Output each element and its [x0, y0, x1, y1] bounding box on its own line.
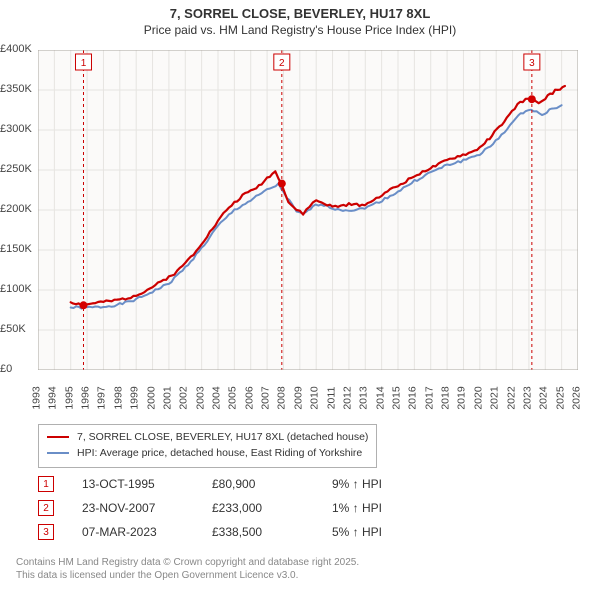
y-tick-label: £100K [0, 283, 34, 295]
x-tick-label: 1996 [80, 386, 92, 409]
x-tick-label: 2025 [554, 386, 566, 409]
x-tick-label: 2007 [260, 386, 272, 409]
table-row: 3 07-MAR-2023 £338,500 5% ↑ HPI [38, 520, 432, 544]
x-tick-label: 2020 [472, 386, 484, 409]
attribution-line: Contains HM Land Registry data © Crown c… [16, 556, 359, 569]
y-axis-labels: £0£50K£100K£150K£200K£250K£300K£350K£400… [0, 50, 38, 370]
title-address: 7, SORREL CLOSE, BEVERLEY, HU17 8XL [0, 6, 600, 21]
sale-delta: 5% ↑ HPI [332, 525, 432, 539]
attribution-line: This data is licensed under the Open Gov… [16, 569, 359, 582]
legend-label: HPI: Average price, detached house, East… [77, 445, 362, 461]
x-tick-label: 2012 [342, 386, 354, 409]
x-tick-label: 1999 [129, 386, 141, 409]
x-tick-label: 2001 [162, 386, 174, 409]
sale-delta: 1% ↑ HPI [332, 501, 432, 515]
table-row: 2 23-NOV-2007 £233,000 1% ↑ HPI [38, 496, 432, 520]
y-tick-label: £350K [0, 83, 34, 95]
y-tick-label: £150K [0, 243, 34, 255]
sale-price: £338,500 [212, 525, 332, 539]
sale-price: £233,000 [212, 501, 332, 515]
y-tick-label: £0 [0, 363, 34, 375]
sale-index-box: 2 [38, 500, 54, 516]
title-block: 7, SORREL CLOSE, BEVERLEY, HU17 8XL Pric… [0, 0, 600, 37]
x-tick-label: 1998 [112, 386, 124, 409]
y-tick-label: £50K [0, 323, 34, 335]
x-tick-label: 2014 [374, 386, 386, 409]
sale-date: 13-OCT-1995 [82, 477, 212, 491]
x-tick-label: 2017 [423, 386, 435, 409]
x-tick-label: 2006 [243, 386, 255, 409]
x-tick-label: 2016 [407, 386, 419, 409]
sale-index-box: 1 [38, 476, 54, 492]
x-tick-label: 2018 [440, 386, 452, 409]
x-tick-label: 2002 [178, 386, 190, 409]
x-tick-label: 2019 [456, 386, 468, 409]
x-tick-label: 1994 [47, 386, 59, 409]
legend-swatch [47, 436, 69, 438]
sale-price: £80,900 [212, 477, 332, 491]
sales-table: 1 13-OCT-1995 £80,900 9% ↑ HPI 2 23-NOV-… [38, 472, 432, 544]
legend-item: 7, SORREL CLOSE, BEVERLEY, HU17 8XL (det… [47, 429, 368, 445]
title-subtitle: Price paid vs. HM Land Registry's House … [0, 23, 600, 37]
x-tick-label: 2009 [292, 386, 304, 409]
x-tick-label: 2008 [276, 386, 288, 409]
x-tick-label: 2021 [489, 386, 501, 409]
legend: 7, SORREL CLOSE, BEVERLEY, HU17 8XL (det… [38, 424, 377, 468]
x-tick-label: 2015 [391, 386, 403, 409]
x-tick-label: 2000 [145, 386, 157, 409]
legend-item: HPI: Average price, detached house, East… [47, 445, 368, 461]
x-tick-label: 1993 [31, 386, 43, 409]
legend-swatch [47, 452, 69, 454]
svg-text:3: 3 [529, 58, 535, 69]
y-tick-label: £250K [0, 163, 34, 175]
line-chart: 1 2 3 [38, 50, 578, 370]
x-tick-label: 2005 [227, 386, 239, 409]
x-tick-label: 2003 [194, 386, 206, 409]
x-tick-label: 2004 [211, 386, 223, 409]
y-tick-label: £200K [0, 203, 34, 215]
svg-text:2: 2 [279, 58, 285, 69]
svg-text:1: 1 [81, 58, 87, 69]
x-tick-label: 2024 [538, 386, 550, 409]
x-tick-label: 2010 [309, 386, 321, 409]
sale-delta: 9% ↑ HPI [332, 477, 432, 491]
x-tick-label: 2013 [358, 386, 370, 409]
y-tick-label: £400K [0, 43, 34, 55]
x-tick-label: 2026 [571, 386, 583, 409]
x-tick-label: 1995 [63, 386, 75, 409]
legend-label: 7, SORREL CLOSE, BEVERLEY, HU17 8XL (det… [77, 429, 368, 445]
x-tick-label: 2011 [325, 387, 337, 410]
sale-index-box: 3 [38, 524, 54, 540]
x-tick-label: 1997 [96, 386, 108, 409]
sale-date: 23-NOV-2007 [82, 501, 212, 515]
x-tick-label: 2022 [505, 386, 517, 409]
sale-date: 07-MAR-2023 [82, 525, 212, 539]
x-tick-label: 2023 [522, 386, 534, 409]
chart-container: 7, SORREL CLOSE, BEVERLEY, HU17 8XL Pric… [0, 0, 600, 590]
table-row: 1 13-OCT-1995 £80,900 9% ↑ HPI [38, 472, 432, 496]
attribution: Contains HM Land Registry data © Crown c… [16, 556, 359, 582]
x-axis-labels: 1993199419951996199719981999200020012002… [38, 372, 578, 420]
y-tick-label: £300K [0, 123, 34, 135]
